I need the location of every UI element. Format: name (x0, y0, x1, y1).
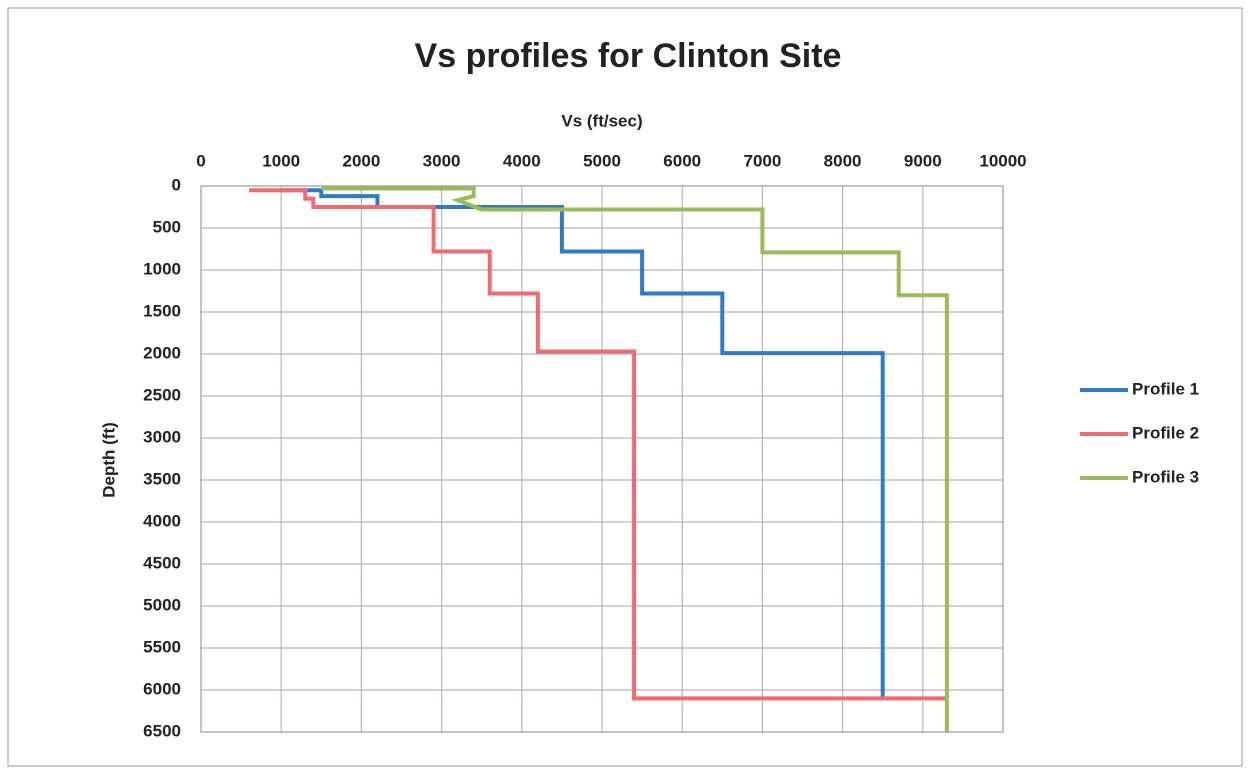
y-tick-label: 2000 (143, 343, 181, 362)
y-tick-label: 1000 (143, 259, 181, 278)
y-tick-label: 6500 (143, 721, 181, 740)
x-tick-label: 3000 (423, 151, 461, 170)
y-tick-label: 0 (172, 175, 181, 194)
y-tick-label: 4000 (143, 511, 181, 530)
x-axis-label: Vs (ft/sec) (561, 111, 642, 130)
y-tick-label: 1500 (143, 301, 181, 320)
y-tick-label: 6000 (143, 679, 181, 698)
x-tick-label: 4000 (503, 151, 541, 170)
x-tick-label: 2000 (342, 151, 380, 170)
x-tick-label: 9000 (904, 151, 942, 170)
y-tick-label: 3500 (143, 469, 181, 488)
x-tick-label: 7000 (743, 151, 781, 170)
legend-label: Profile 3 (1132, 467, 1199, 486)
y-tick-label: 3000 (143, 427, 181, 446)
x-tick-label: 8000 (824, 151, 862, 170)
chart-title: Vs profiles for Clinton Site (415, 37, 842, 75)
series-line (249, 188, 947, 701)
x-tick-label: 1000 (262, 151, 300, 170)
x-tick-label: 10000 (979, 151, 1026, 170)
plot-border (200, 185, 1004, 733)
series-line (281, 188, 885, 697)
x-tick-label: 0 (196, 151, 205, 170)
y-tick-label: 5000 (143, 595, 181, 614)
y-tick-label: 2500 (143, 385, 181, 404)
legend-label: Profile 2 (1132, 423, 1199, 442)
x-tick-label: 5000 (583, 151, 621, 170)
y-tick-label: 500 (153, 217, 181, 236)
legend-label: Profile 1 (1132, 379, 1199, 398)
chart-frame (7, 7, 1243, 767)
y-tick-label: 5500 (143, 637, 181, 656)
y-tick-label: 4500 (143, 553, 181, 572)
x-tick-label: 6000 (663, 151, 701, 170)
y-axis-label: Depth (ft) (99, 422, 118, 498)
series-line (321, 186, 949, 732)
